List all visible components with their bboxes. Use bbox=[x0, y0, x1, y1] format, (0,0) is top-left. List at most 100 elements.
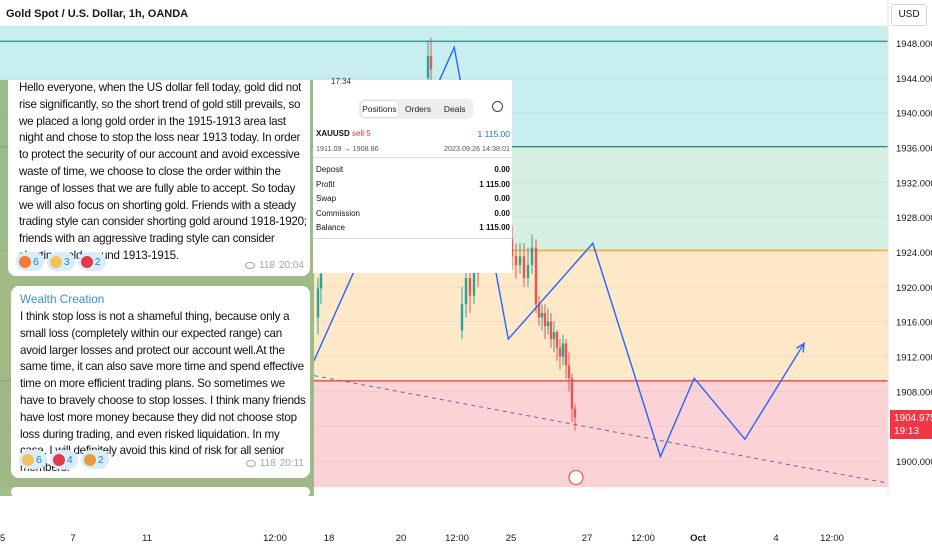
summary-rows: Deposit 0.00 Profit 1 115.00 Swap 0.00 Comm… bbox=[316, 165, 510, 238]
message-time: 20:04 bbox=[278, 260, 304, 271]
candle-body bbox=[514, 256, 518, 266]
x-tick-label: 4 bbox=[773, 533, 778, 544]
views-icon bbox=[245, 262, 256, 269]
row-label: Profit bbox=[316, 179, 335, 189]
history-clock-icon[interactable] bbox=[492, 101, 503, 112]
candle-body bbox=[429, 56, 433, 70]
candle-body bbox=[472, 265, 476, 296]
row-label: Swap bbox=[316, 194, 337, 204]
y-tick-label: 1940.000 bbox=[896, 109, 932, 120]
row-value: 1 115.00 bbox=[479, 223, 510, 233]
message-time: 20:11 bbox=[279, 458, 304, 469]
x-tick-label: 5 bbox=[0, 533, 5, 544]
row-label: Commission bbox=[316, 208, 361, 218]
candle-body bbox=[319, 273, 323, 289]
candle-body bbox=[567, 365, 571, 379]
reaction-thumbs[interactable]: 6 bbox=[19, 450, 47, 469]
position-profit: 1 115.00 bbox=[477, 129, 510, 139]
y-tick-label: 1912.000 bbox=[896, 353, 932, 364]
thumbs-up-icon bbox=[22, 453, 34, 466]
chart-title: Gold Spot / U.S. Dollar, 1h, OANDA bbox=[6, 8, 189, 20]
candle-body bbox=[460, 304, 464, 331]
y-tick-label: 1944.000 bbox=[896, 74, 932, 85]
x-tick-label: 7 bbox=[70, 533, 75, 544]
row-value: 0.00 bbox=[494, 194, 510, 204]
reaction-fire[interactable]: 6 bbox=[16, 252, 44, 271]
candle-body bbox=[316, 288, 320, 318]
trade-tabs: Positions Orders Deals bbox=[359, 99, 473, 119]
view-count: 118 bbox=[259, 458, 276, 469]
divider bbox=[313, 238, 512, 239]
view-count: 118 bbox=[259, 260, 275, 271]
heart-icon bbox=[80, 255, 93, 268]
summary-row: Profit 1 115.00 bbox=[316, 180, 510, 195]
divider bbox=[313, 157, 512, 158]
x-tick-label: 11 bbox=[142, 533, 152, 544]
y-tick-label: 1932.000 bbox=[896, 178, 932, 189]
dashed-trendline bbox=[313, 375, 887, 484]
flash-icon bbox=[568, 469, 584, 486]
row-value: 0.00 bbox=[494, 165, 510, 174]
y-tick-label: 1900.000 bbox=[896, 457, 932, 468]
reactions: 6 3 2 bbox=[16, 252, 106, 271]
x-tick-label: 12:00 bbox=[263, 533, 287, 544]
candle-body bbox=[570, 378, 574, 409]
tab-orders[interactable]: Orders bbox=[405, 104, 431, 114]
reactions: 6 4 2 bbox=[19, 450, 109, 469]
candle-body bbox=[546, 321, 550, 327]
x-axis-background bbox=[0, 495, 888, 550]
reaction-heart[interactable]: 2 bbox=[77, 252, 106, 271]
projection-arrowhead bbox=[796, 342, 805, 353]
candle-body bbox=[552, 332, 556, 340]
candle-body bbox=[426, 56, 430, 78]
status-clock: 17:34 bbox=[331, 77, 352, 86]
row-label: Deposit bbox=[316, 165, 344, 174]
reaction-count: 3 bbox=[63, 255, 70, 268]
summary-row: Swap 0.00 bbox=[316, 194, 510, 209]
candle-body bbox=[526, 265, 530, 279]
reaction-count: 6 bbox=[33, 255, 39, 268]
summary-row: Balance 1 115.00 bbox=[316, 223, 510, 238]
heart-icon bbox=[52, 453, 65, 466]
trade-panel: 17:34 Positions Orders Deals XAUUSD sell… bbox=[313, 77, 512, 273]
candle-body bbox=[518, 256, 522, 266]
x-tick-label: 20 bbox=[396, 533, 407, 544]
candle-body bbox=[534, 247, 538, 305]
chat-message-partial bbox=[11, 487, 310, 497]
sender-name[interactable]: Wealth Creation bbox=[20, 292, 105, 306]
party-icon bbox=[83, 453, 96, 466]
tab-deals[interactable]: Deals bbox=[443, 104, 466, 114]
message-meta: 118 20:04 bbox=[245, 260, 304, 271]
x-tick-label: 12:00 bbox=[631, 533, 655, 544]
message-meta: 118 20:11 bbox=[245, 458, 304, 469]
x-tick-label: Oct bbox=[690, 533, 707, 544]
x-tick-label: 25 bbox=[506, 533, 517, 544]
candle-body bbox=[555, 332, 559, 348]
candle-body bbox=[522, 256, 526, 279]
candle-body bbox=[510, 238, 514, 257]
reaction-count: 2 bbox=[94, 255, 101, 268]
reaction-thumbs[interactable]: 3 bbox=[46, 252, 75, 271]
candle-body bbox=[564, 343, 568, 366]
position-symbol: XAUUSD sell 5 bbox=[316, 129, 371, 138]
y-tick-label: 1936.000 bbox=[896, 144, 932, 155]
candle-body bbox=[561, 343, 565, 357]
row-label: Balance bbox=[316, 223, 345, 233]
fire-icon bbox=[19, 255, 31, 268]
y-tick-label: 1924.000 bbox=[896, 248, 932, 259]
chat-message: Hello everyone, when the US dollar fell … bbox=[8, 80, 310, 276]
reaction-party[interactable]: 2 bbox=[80, 450, 109, 469]
chat-message: Wealth Creation I think stop loss is not… bbox=[11, 286, 310, 478]
message-text: Hello everyone, when the US dollar fell … bbox=[19, 81, 307, 262]
candle-body bbox=[549, 321, 553, 340]
row-value: 0.00 bbox=[494, 208, 510, 218]
reaction-count: 6 bbox=[36, 453, 42, 466]
message-text: I think stop loss is not a shameful thin… bbox=[20, 310, 306, 475]
reaction-heart[interactable]: 4 bbox=[49, 450, 78, 469]
tab-positions[interactable]: Positions bbox=[361, 101, 398, 117]
summary-row: Commission 0.00 bbox=[316, 209, 510, 224]
currency-button[interactable]: USD bbox=[891, 4, 927, 26]
y-axis-background bbox=[888, 0, 932, 550]
last-price-tag: 1904.975 19:13 bbox=[890, 410, 932, 439]
symbol-name: XAUUSD bbox=[316, 129, 350, 138]
